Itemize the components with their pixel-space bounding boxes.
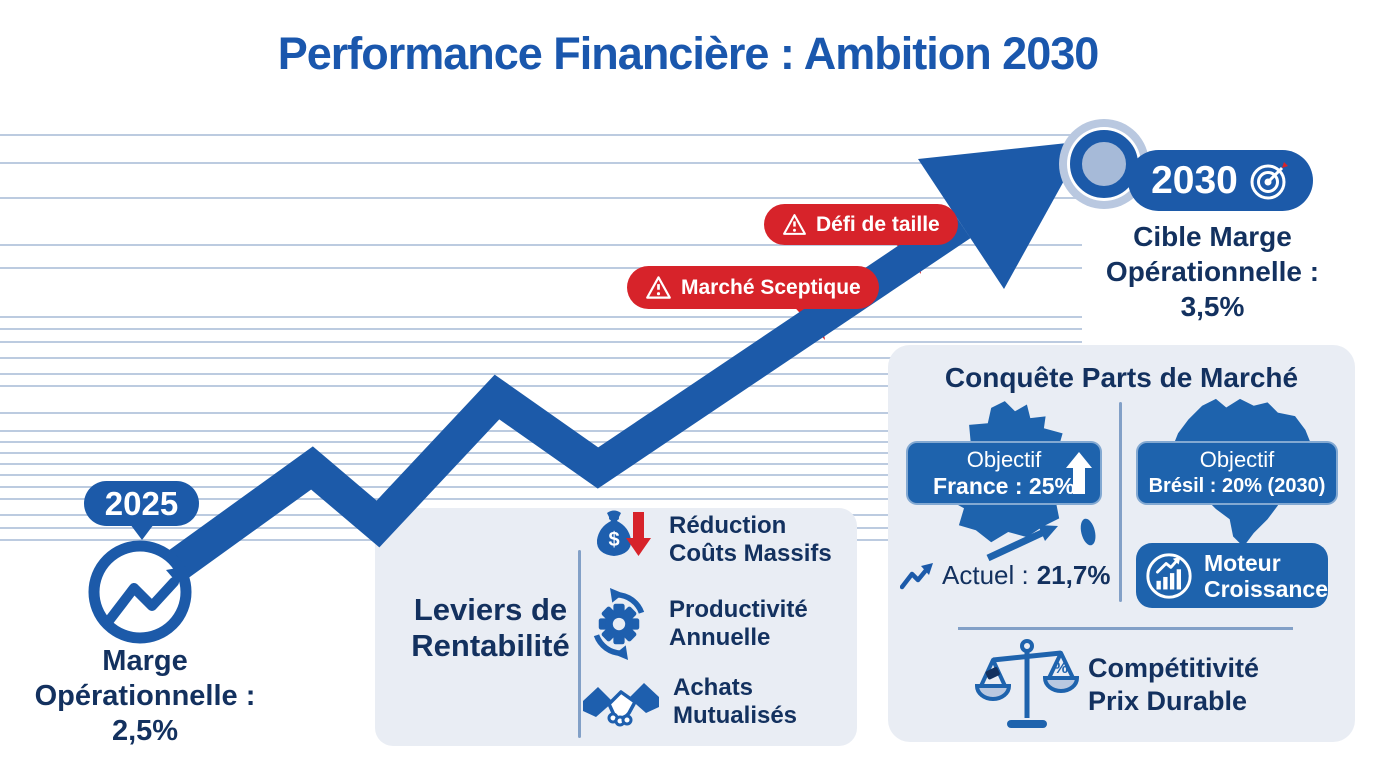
year-2030-pill: 2030 (1128, 150, 1313, 211)
current-share-label: Actuel : (942, 560, 1029, 590)
objective-france-box: Objectif France : 25% (906, 441, 1102, 505)
objective-label: Objectif (1199, 447, 1275, 472)
trend-up-icon-head (166, 566, 188, 584)
gridline (0, 341, 1082, 343)
end-caption: Cible Marge Opérationnelle : 3,5% (1105, 221, 1320, 322)
trend-up-icon (103, 577, 179, 627)
svg-text:%: % (1054, 660, 1068, 677)
gridline (0, 316, 1082, 318)
engine-line: Moteur (1203, 549, 1281, 576)
market-panel-hdivider (958, 627, 1293, 630)
growth-engine-pill: Moteur Croissance (1136, 543, 1328, 608)
year-2025-pill: 2025 (84, 481, 199, 540)
objective-label: Objectif (966, 447, 1042, 472)
lever-item-productivity: Productivité Annuelle (583, 588, 808, 660)
market-panel-title: Conquête Parts de Marché (944, 362, 1299, 393)
objective-brazil-box: Objectif Brésil : 20% (2030) (1136, 441, 1338, 505)
gridline (0, 134, 1082, 136)
levers-panel-title: Leviers de Rentabilité (411, 592, 570, 663)
target-icon (1250, 161, 1288, 199)
current-share-value: 21,7% (1036, 560, 1111, 590)
gridline (0, 267, 1082, 269)
gear-cycle-icon (593, 588, 645, 660)
gridline (0, 162, 1082, 164)
gridline (0, 328, 1082, 330)
end-circle (1070, 130, 1138, 198)
competitiveness-text: Compétitivité Prix Durable (1088, 652, 1308, 718)
balance-scale-icon: % (975, 639, 1079, 728)
start-circle (88, 540, 192, 644)
callout-big-challenge: Défi de taille (764, 204, 958, 245)
start-caption: Marge Opérationnelle : 2,5% (34, 645, 256, 747)
svg-text:$: $ (608, 529, 619, 551)
current-share-row: Actuel : 21,7% (900, 560, 1110, 591)
lever-item-pooled-purchasing: Achats Mutualisés (583, 666, 797, 738)
objective-brazil-value: Brésil : 20% (2030) (1148, 475, 1326, 497)
callout-market-sceptical: Marché Sceptique (627, 266, 879, 309)
market-panel-divider (1119, 402, 1122, 602)
competitiveness-line: Compétitivité (1088, 653, 1260, 683)
levers-panel-divider (578, 550, 581, 738)
lever-item-cost-reduction: $ Réduction Coûts Massifs (583, 502, 832, 578)
money-bag-cost-cut-icon: $ (596, 510, 651, 556)
gridline (0, 197, 1082, 199)
growth-chart-icon (1146, 552, 1192, 599)
up-arrow-icon (1066, 452, 1092, 494)
warning-icon (783, 214, 806, 235)
handshake-icon (583, 683, 659, 727)
objective-france-value: France : 25% (933, 473, 1075, 499)
engine-line: Croissance (1203, 575, 1328, 602)
competitiveness-line: Prix Durable (1088, 686, 1248, 716)
trend-up-icon (900, 562, 933, 589)
warning-icon (646, 276, 671, 299)
page-title: Performance Financière : Ambition 2030 (277, 28, 1100, 79)
